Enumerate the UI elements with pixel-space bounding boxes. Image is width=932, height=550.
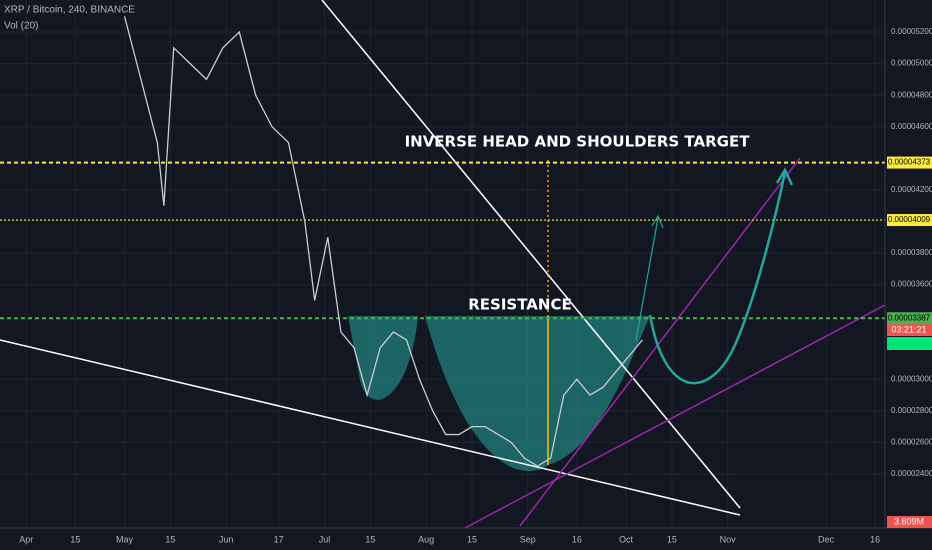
y-tick-label: 0.00002600 [891,438,932,447]
x-tick-label: Jul [319,534,331,544]
y-tick-label: 0.00003000 [891,374,932,383]
y-tick-label: 0.00004600 [891,122,932,131]
clock-label: 03:21:21 [891,324,926,334]
trendline [0,339,741,516]
y-tick-label: 0.00004200 [891,185,932,194]
arrow-head [775,167,794,186]
x-tick-label: Oct [619,534,634,544]
x-tick-label: Jun [219,534,234,544]
x-tick-label: May [116,534,134,544]
level-label: 0.00004373 [888,158,931,167]
volume-label: 3.609M [894,516,924,526]
trendline [321,0,741,509]
channel-line [519,157,801,527]
legend-title: XRP / Bitcoin, 240, BINANCE [4,5,135,16]
cup-pattern [348,316,650,472]
x-tick-label: 15 [70,534,80,544]
x-tick-label: Aug [418,534,434,544]
y-tick-label: 0.00005200 [891,27,932,36]
volume-box [887,516,932,528]
y-tick-label: 0.00002400 [891,469,932,478]
price-box [887,337,932,350]
x-tick-label: Dec [818,534,835,544]
projection-arrow [648,171,787,385]
y-tick-label: 0.00003600 [891,280,932,289]
axes: 0.00005200 0.00005000 0.00004800 0.00004600… [19,27,932,544]
level-box [887,156,932,169]
indicator-label: Vol (20) [4,21,38,32]
x-tick-label: Apr [19,534,33,544]
annotation: RESISTANCE [468,296,571,314]
x-tick-label: 16 [870,534,880,544]
price-line [123,16,643,467]
level-label: 0.00004009 [888,215,931,224]
x-tick-label: 17 [274,534,284,544]
annotation: INVERSE HEAD AND SHOULDERS TARGET [405,133,751,151]
y-tick-label: 0.00003800 [891,248,932,257]
y-tick-label: 0.00002800 [891,406,932,415]
level-box [887,312,932,325]
level-label: 0.00003387 [888,313,931,322]
x-tick-label: 15 [667,534,677,544]
x-tick-label: 15 [365,534,375,544]
y-axis-panel [885,0,932,550]
level-box [887,214,932,227]
plot [0,16,885,467]
projection-arrow [635,214,664,341]
x-tick-label: 16 [572,534,582,544]
x-tick-label: 15 [467,534,477,544]
y-tick-label: 0.00005000 [891,59,932,68]
clock-box [887,323,932,336]
x-tick-label: Sep [520,534,536,544]
x-tick-label: Nov [720,534,737,544]
y-tick-label: 0.00004800 [891,90,932,99]
channel-line [464,279,932,529]
x-tick-label: 15 [165,534,175,544]
